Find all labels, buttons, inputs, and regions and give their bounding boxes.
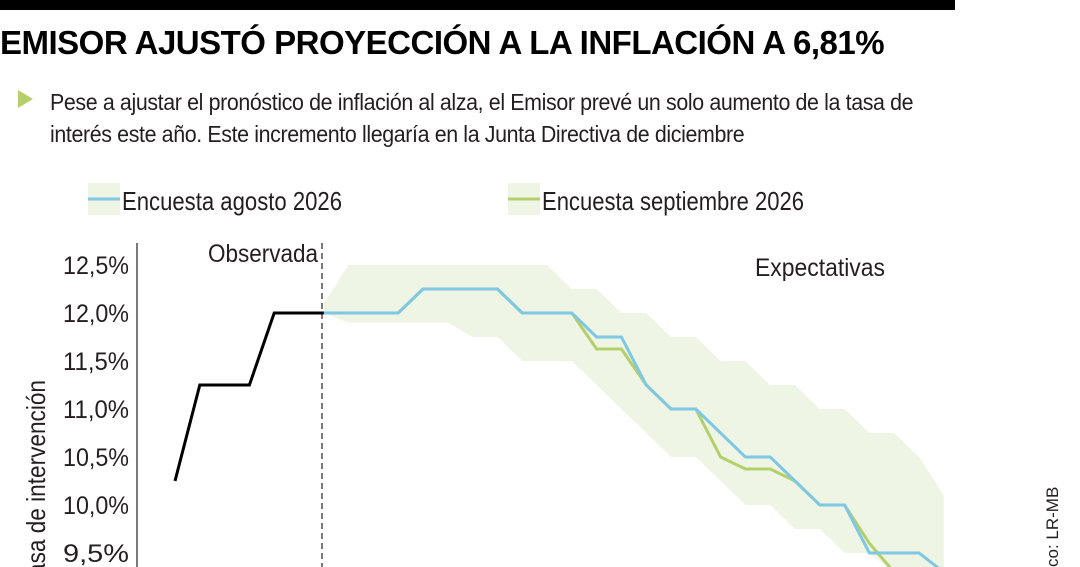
series-line-observed <box>173 311 324 482</box>
y-tick-label: 12,5% <box>63 252 129 280</box>
y-tick-label: 9,5% <box>63 540 129 567</box>
legend-label-septiembre: Encuesta septiembre 2026 <box>542 186 804 216</box>
y-tick-label: 10,0% <box>63 492 129 520</box>
y-tick-label: 11,0% <box>63 396 129 424</box>
y-tick-label: 12,0% <box>63 300 129 328</box>
legend: Encuesta agosto 2026 Encuesta septiembre… <box>88 183 804 216</box>
series-line-agosto <box>323 287 940 567</box>
series-lines <box>173 287 940 567</box>
source-label: co: LR-MB <box>1043 487 1062 567</box>
y-axis-label: asa de intervención <box>21 380 51 567</box>
legend-label-agosto: Encuesta agosto 2026 <box>122 186 342 216</box>
forecast-range-band <box>323 265 944 567</box>
subtitle: Pese a ajustar el pronóstico de inflació… <box>50 89 914 147</box>
headline: EMISOR AJUSTÓ PROYECCIÓN A LA INFLACIÓN … <box>0 24 885 61</box>
bullet-triangle-icon <box>18 90 33 108</box>
forecast-band-area <box>323 265 944 567</box>
annotation-observed: Observada <box>208 240 318 268</box>
y-tick-label: 11,5% <box>63 348 129 376</box>
y-axis-ticks: 12,5% 12,0% 11,5% 11,0% 10,5% 10,0% 9,5% <box>63 252 129 567</box>
annotation-expected: Expectativas <box>755 254 885 282</box>
top-rule <box>0 0 955 10</box>
y-tick-label: 10,5% <box>63 444 129 472</box>
